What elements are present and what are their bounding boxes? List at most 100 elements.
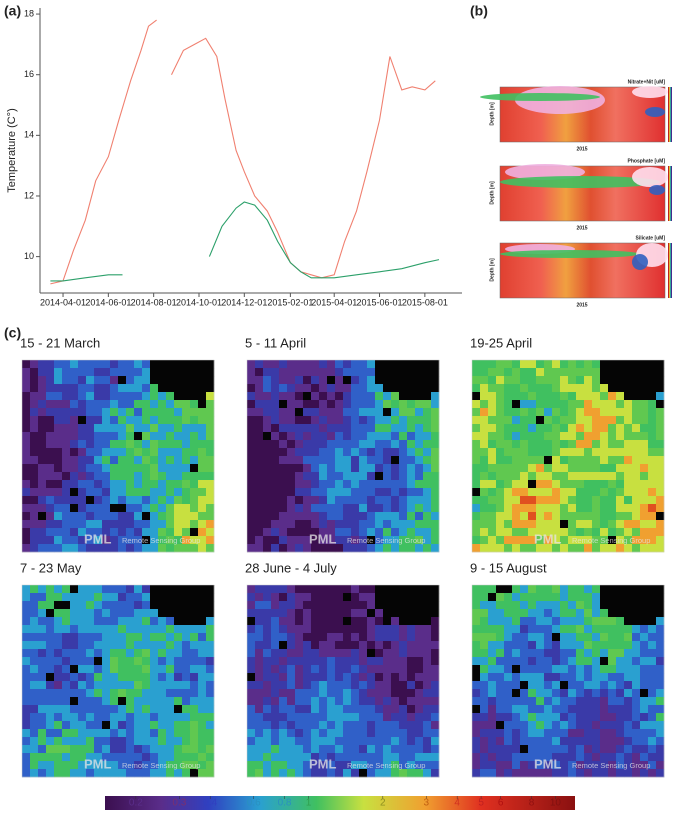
map-pixel xyxy=(616,360,624,368)
map-pixel xyxy=(198,585,206,593)
map-pixel xyxy=(303,697,311,705)
map-pixel xyxy=(158,633,166,641)
map-pixel xyxy=(118,448,126,456)
map-pixel xyxy=(62,400,70,408)
map-pixel xyxy=(311,593,319,601)
map-pixel xyxy=(166,544,174,552)
map-pixel xyxy=(624,488,632,496)
map-pixel xyxy=(311,504,319,512)
map-pixel xyxy=(391,721,399,729)
map-pixel xyxy=(512,368,520,376)
map-pixel xyxy=(415,408,423,416)
map-pixel xyxy=(271,705,279,713)
map-pixel xyxy=(584,448,592,456)
map-pixel xyxy=(335,416,343,424)
map-pixel xyxy=(118,737,126,745)
map-pixel xyxy=(504,400,512,408)
map-pixel xyxy=(568,376,576,384)
map-pixel xyxy=(311,641,319,649)
map-pixel xyxy=(399,657,407,665)
map-pixel xyxy=(54,528,62,536)
map-pixel xyxy=(174,488,182,496)
map-pixel xyxy=(158,673,166,681)
map-pixel xyxy=(512,376,520,384)
watermark-text: Remote Sensing Group xyxy=(347,761,425,770)
map-pixel xyxy=(62,512,70,520)
map-pixel xyxy=(279,689,287,697)
map-pixel xyxy=(319,681,327,689)
map-pixel xyxy=(351,689,359,697)
map-pixel xyxy=(568,504,576,512)
map-pixel xyxy=(38,721,46,729)
map-pixel xyxy=(496,416,504,424)
map-pixel xyxy=(150,512,158,520)
map-pixel xyxy=(319,496,327,504)
map-pixel xyxy=(78,488,86,496)
map-pixel xyxy=(351,745,359,753)
map-pixel xyxy=(335,408,343,416)
map-pixel xyxy=(263,681,271,689)
map-pixel xyxy=(54,617,62,625)
map-pixel xyxy=(496,536,504,544)
map-pixel xyxy=(38,657,46,665)
map-pixel xyxy=(399,737,407,745)
map-pixel xyxy=(536,520,544,528)
map-pixel xyxy=(134,496,142,504)
map-pixel xyxy=(399,713,407,721)
map-pixel xyxy=(488,705,496,713)
map-pixel xyxy=(158,721,166,729)
map-pixel xyxy=(648,665,656,673)
map-pixel xyxy=(190,504,198,512)
map-pixel xyxy=(576,456,584,464)
map-pixel xyxy=(247,641,255,649)
map-pixel xyxy=(536,697,544,705)
map-pixel xyxy=(584,384,592,392)
map-pixel xyxy=(206,424,214,432)
map-pixel xyxy=(319,424,327,432)
map-pixel xyxy=(359,520,367,528)
map-pixel xyxy=(263,593,271,601)
map-pixel xyxy=(431,673,439,681)
map-pixel xyxy=(504,697,512,705)
map-pixel xyxy=(407,601,415,609)
map-pixel xyxy=(142,464,150,472)
map-pixel xyxy=(182,697,190,705)
map-pixel xyxy=(367,705,375,713)
map-pixel xyxy=(255,641,263,649)
map-pixel xyxy=(166,480,174,488)
map-pixel xyxy=(255,496,263,504)
map-pixel xyxy=(247,601,255,609)
map-pixel xyxy=(624,512,632,520)
map-pixel xyxy=(544,376,552,384)
map-pixel xyxy=(624,392,632,400)
map-pixel xyxy=(568,649,576,657)
map-pixel xyxy=(38,424,46,432)
map-pixel xyxy=(568,681,576,689)
map-pixel xyxy=(648,408,656,416)
map-pixel xyxy=(78,400,86,408)
map-pixel xyxy=(367,472,375,480)
map-pixel xyxy=(198,601,206,609)
map-pixel xyxy=(255,400,263,408)
map-pixel xyxy=(512,544,520,552)
map-pixel xyxy=(78,376,86,384)
map-pixel xyxy=(375,649,383,657)
map-pixel xyxy=(592,464,600,472)
map-pixel xyxy=(70,528,78,536)
map-pixel xyxy=(190,713,198,721)
contour-blob xyxy=(632,86,668,98)
map-pixel xyxy=(110,480,118,488)
map-pixel xyxy=(279,528,287,536)
map-pixel xyxy=(472,753,480,761)
map-pixel xyxy=(552,681,560,689)
map-pixel xyxy=(206,601,214,609)
map-pixel xyxy=(142,769,150,777)
map-pixel xyxy=(496,472,504,480)
map-pixel xyxy=(198,488,206,496)
map-pixel xyxy=(383,729,391,737)
map-pixel xyxy=(552,745,560,753)
map-pixel xyxy=(102,512,110,520)
map-pixel xyxy=(600,601,608,609)
map-pixel xyxy=(263,649,271,657)
